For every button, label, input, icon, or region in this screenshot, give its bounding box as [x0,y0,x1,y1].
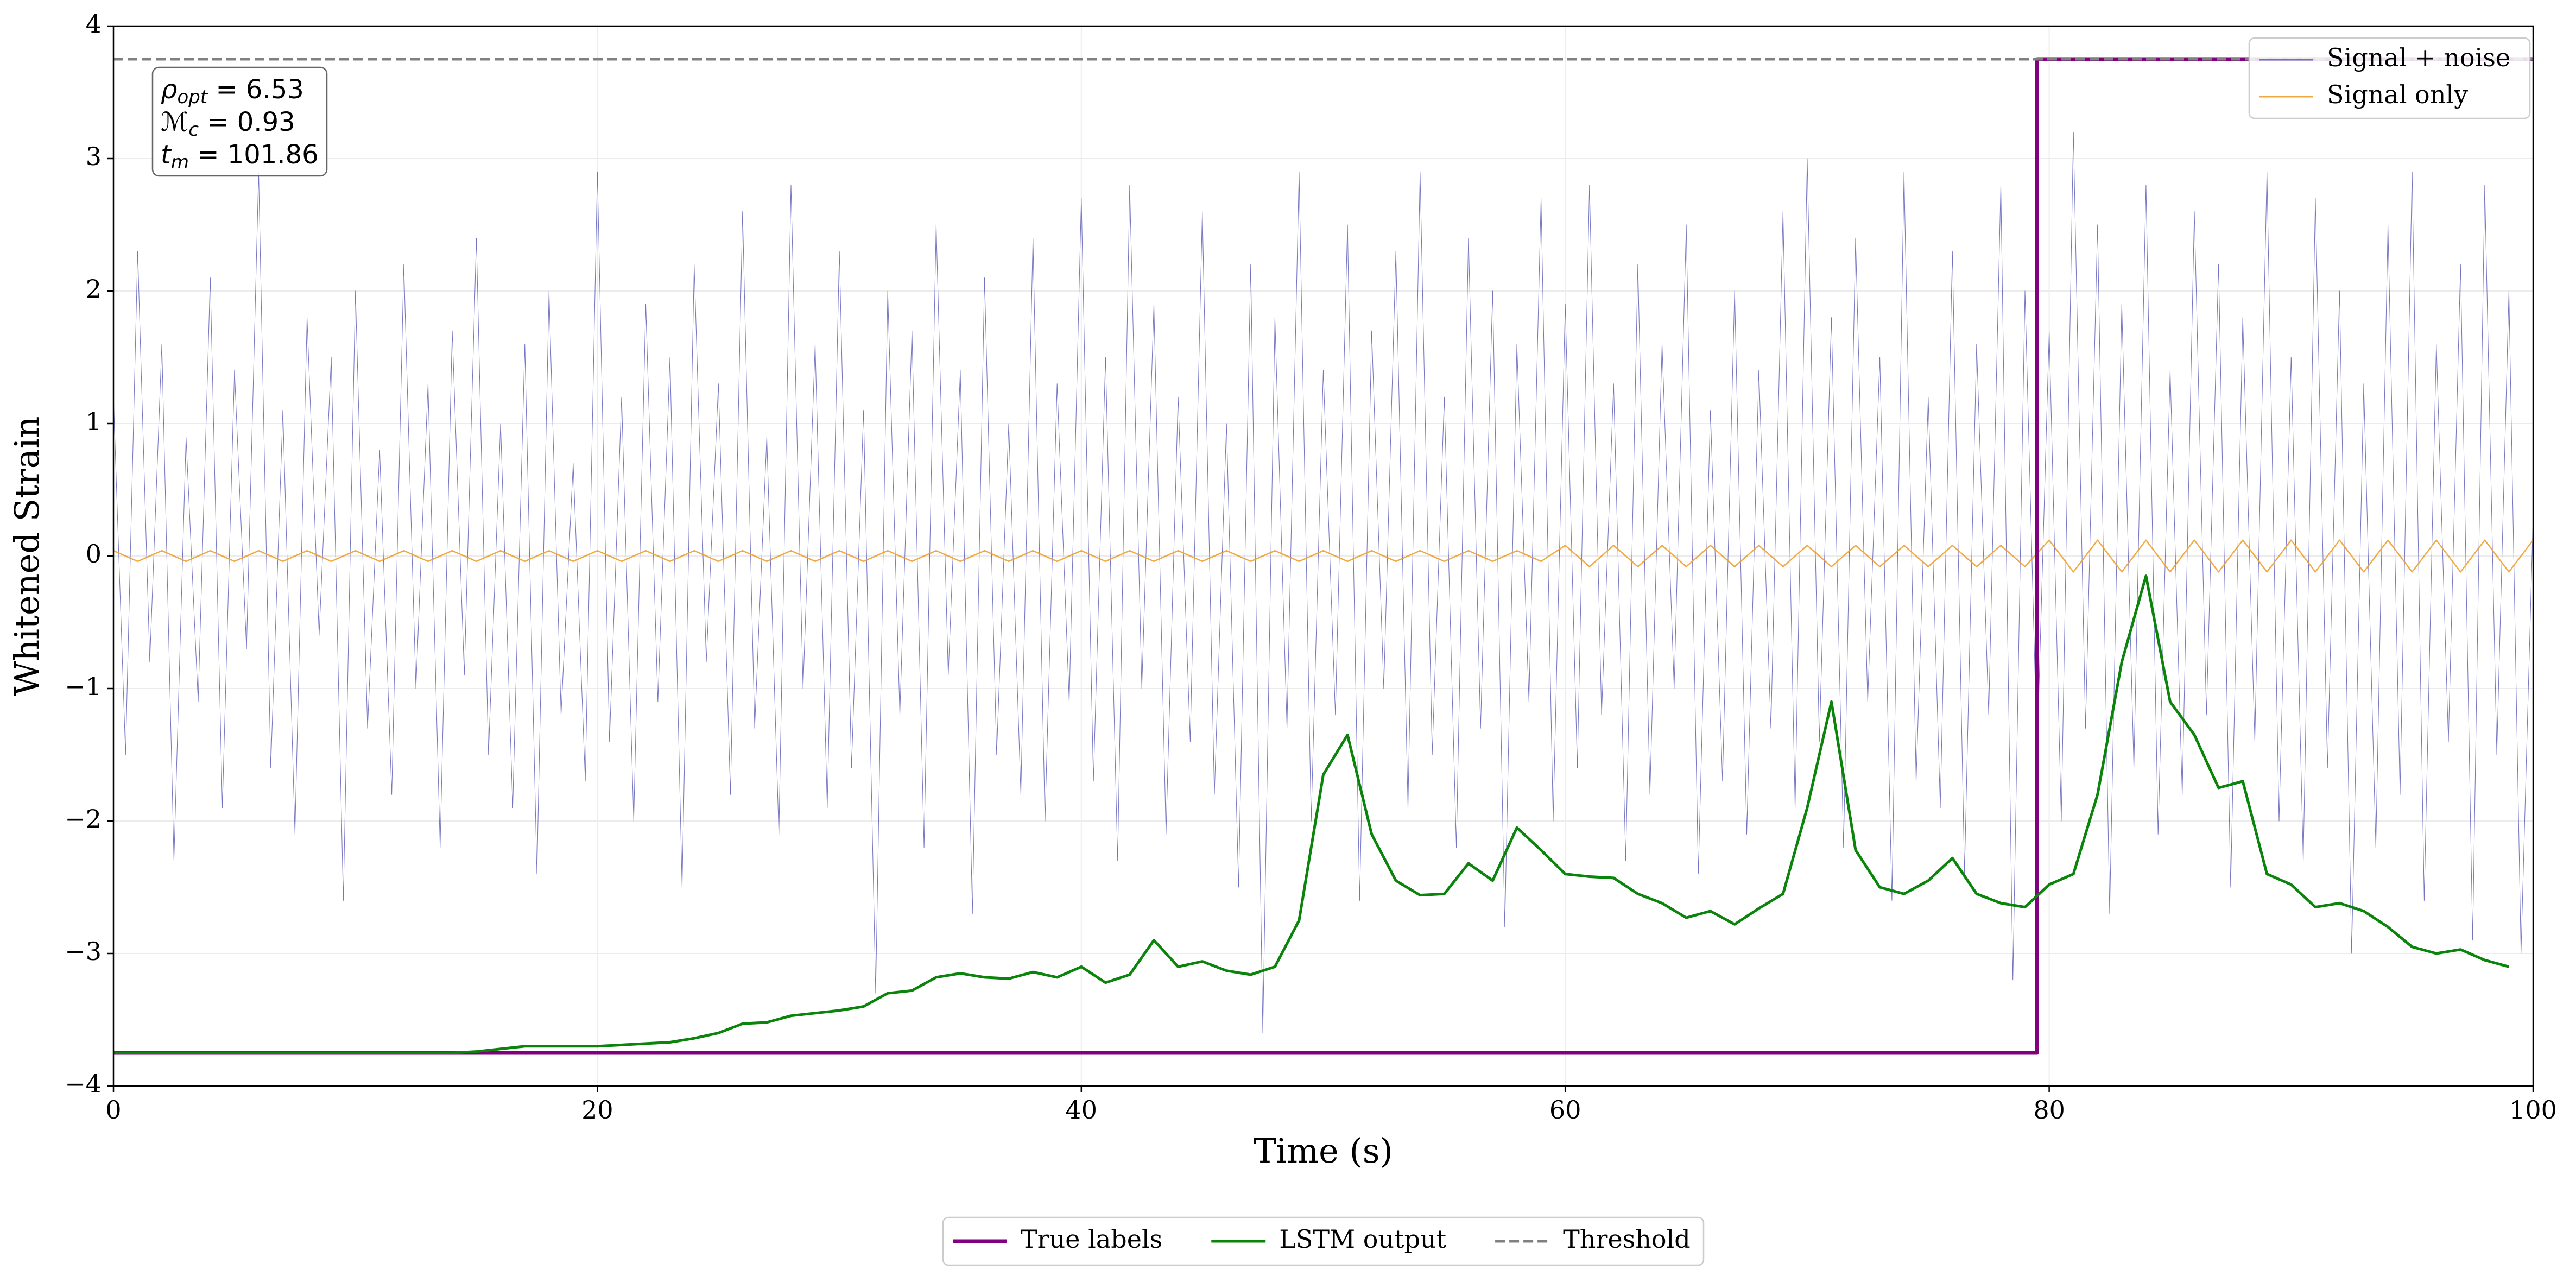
annotation-symbol: t [161,140,172,170]
series-line [113,131,2533,1033]
annotation-sub: opt [177,86,208,108]
x-axis-label: Time (s) [1254,1131,1393,1171]
legend-label: True labels [1021,1224,1162,1254]
legend-label: LSTM output [1279,1224,1446,1254]
annotation-symbol: ℳ [161,107,188,137]
y-tick-label: −3 [65,937,102,966]
annotation-rest: = 0.93 [199,107,295,137]
annotation-symbol: ρ [161,74,177,105]
annotation-rest: = 6.53 [207,74,304,105]
series-line [113,539,2533,573]
x-tick-label: 40 [1066,1095,1098,1125]
y-tick-label: 4 [86,9,102,39]
y-tick-label: −1 [65,672,102,701]
legend-label: Signal + noise [2327,43,2510,72]
y-tick-label: 2 [86,274,102,304]
y-tick-label: −4 [65,1069,102,1098]
series-line [113,574,2510,1054]
y-tick-label: 3 [86,142,102,171]
legend-box [2248,37,2531,119]
legend-box [942,1216,1705,1266]
annotation-box [151,66,328,177]
plot-frame [112,25,2534,1087]
legend-label: Threshold [1563,1224,1691,1254]
x-tick-label: 60 [1549,1095,1581,1125]
y-tick-label: 1 [86,407,102,436]
annotation-text: ℳc = 0.93 [161,107,295,141]
y-tick-label: 0 [86,539,102,569]
annotation-sub: c [188,119,199,141]
y-axis-label: Whitened Strain [7,416,47,696]
annotation-rest: = 101.86 [189,140,319,170]
annotation-sub: m [171,151,189,173]
x-tick-label: 0 [105,1095,121,1125]
x-tick-label: 100 [2509,1095,2557,1125]
x-tick-label: 80 [2033,1095,2065,1125]
y-tick-label: −2 [65,804,102,833]
legend-label: Signal only [2327,80,2468,109]
x-tick-label: 20 [581,1095,613,1125]
annotation-text: ρopt = 6.53 [161,74,304,108]
annotation-text: tm = 101.86 [161,140,319,173]
